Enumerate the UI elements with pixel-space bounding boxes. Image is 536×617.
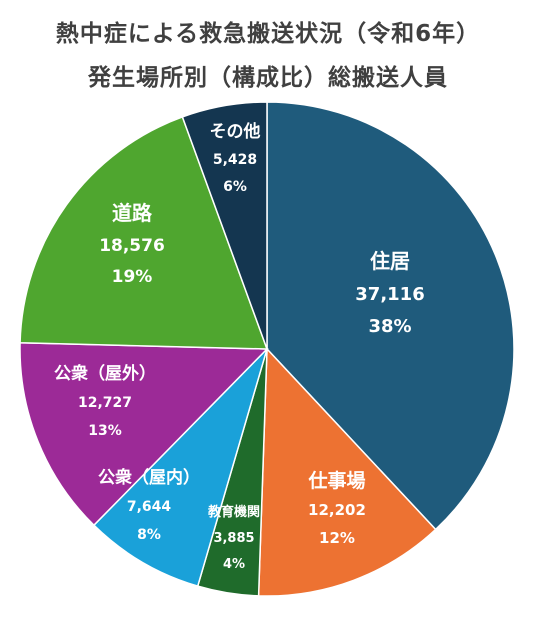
slice-value-6: 5,428	[213, 152, 257, 168]
slice-percent-6: 6%	[223, 179, 247, 195]
slice-value-2: 3,885	[213, 531, 254, 546]
slice-value-3: 7,644	[127, 499, 172, 515]
slice-value-0: 37,116	[355, 284, 424, 305]
slice-percent-4: 13%	[88, 423, 122, 439]
slice-value-5: 18,576	[99, 236, 165, 256]
chart-title-line-2: 発生場所別（構成比）総搬送人員	[88, 65, 448, 91]
pie-slice-6	[181, 101, 268, 350]
pie-slice-1	[257, 347, 437, 597]
slice-label-1: 仕事場	[307, 469, 365, 492]
pie-slice-4	[19, 342, 269, 527]
slice-percent-5: 19%	[112, 267, 153, 287]
pie-slice-0	[266, 101, 515, 531]
slice-label-2: 教育機関	[207, 504, 260, 520]
slice-label-6: その他	[210, 121, 261, 142]
slice-percent-2: 4%	[223, 557, 245, 572]
slice-label-0: 住居	[370, 249, 410, 273]
pie-slice-3	[92, 348, 268, 588]
slice-percent-1: 12%	[319, 529, 355, 547]
slice-value-1: 12,202	[308, 501, 366, 519]
pie-slice-5	[19, 115, 269, 350]
slice-value-4: 12,727	[78, 395, 132, 411]
slice-label-3: 公衆（屋内）	[98, 467, 200, 488]
slice-label-5: 道路	[112, 201, 153, 225]
slice-percent-0: 38%	[368, 316, 411, 337]
slice-percent-3: 8%	[137, 527, 161, 543]
chart-title-line-1: 熱中症による救急搬送状況（令和6年）	[55, 21, 481, 47]
slice-label-4: 公衆（屋外）	[54, 363, 156, 384]
